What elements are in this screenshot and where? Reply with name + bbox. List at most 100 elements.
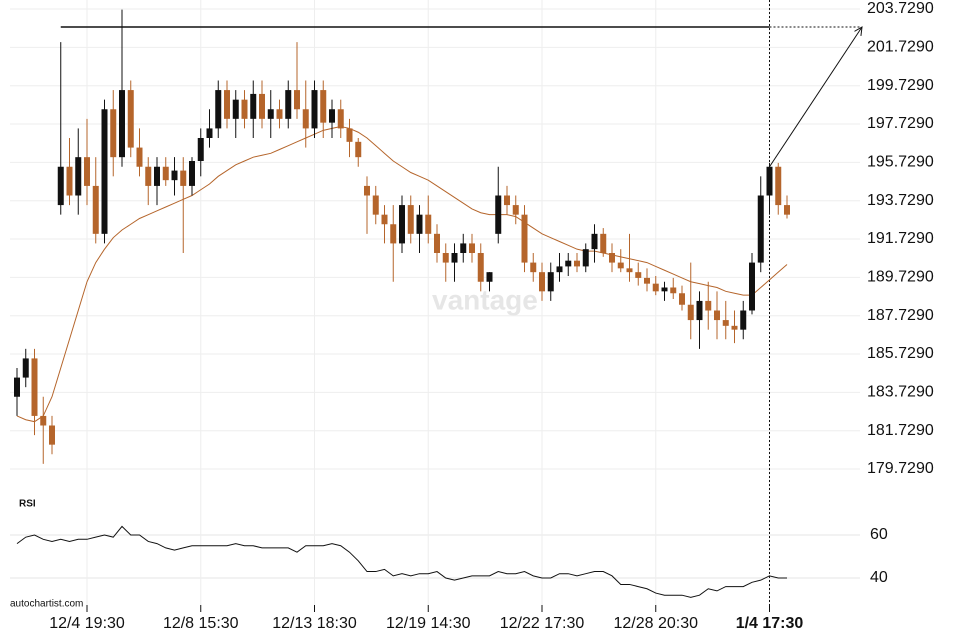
candle-body [267,109,274,119]
candle-body [119,90,125,158]
candle-body [346,128,353,142]
candle-body [679,293,685,305]
candle-body [381,214,388,225]
candle-body [302,109,309,129]
y-tick-label: 179.7290 [867,460,934,477]
candle-body [294,90,300,110]
candle-body [75,157,82,196]
y-tick-label: 191.7290 [867,230,934,247]
candle-body [127,90,134,148]
y-tick-label: 60 [870,526,888,543]
x-tick-label: 12/8 15:30 [163,615,239,632]
candle-body [355,141,362,158]
y-tick-label: 195.7290 [867,154,934,171]
y-tick-label: 201.7290 [867,39,934,56]
candle-body [66,166,73,196]
candle-body [311,90,318,129]
candle-body [49,425,55,445]
y-tick-label: 197.7290 [867,115,934,132]
candle-body [364,185,370,196]
x-tick-label: 12/4 19:30 [49,615,125,632]
candle-body [241,99,248,119]
source: autochartist.com [10,599,83,610]
candle-body [259,93,265,119]
candle-body [512,205,519,215]
candle-body [757,195,764,263]
candle-body [574,260,580,267]
candle-body [486,272,493,282]
candle-body [171,170,178,181]
candle-body [539,272,545,292]
candle-body [722,320,729,326]
rsi-line [16,525,787,598]
candle-body [276,109,283,119]
candle-body [609,253,615,263]
candle-body [442,253,449,263]
y-tick-label: 199.7290 [867,77,934,94]
moving-average [16,125,788,423]
candle-body [652,283,659,292]
candle-body [22,358,29,378]
candle-body [206,128,213,138]
candle-body [372,195,379,215]
candle-body [189,161,195,186]
candle-body [521,214,528,263]
y-tick-label: 203.7290 [867,0,934,17]
y-tick-label: 181.7290 [867,422,934,439]
candle-body [582,249,589,267]
candle-body [101,109,108,234]
candle-body [477,253,484,282]
x-tick-label: 12/13 18:30 [272,615,357,632]
candle-body [635,272,642,278]
candle-body [92,185,99,234]
candle-body [766,166,773,196]
candle-body [14,377,20,397]
candle-body [399,205,405,244]
y-tick-label: 40 [870,569,888,586]
candle-body [495,195,502,234]
candle-body [696,300,703,321]
y-tick-label: 183.7290 [867,384,934,401]
candle-body [154,166,160,186]
candle-body [714,310,720,321]
candle-body [731,325,738,330]
candle-body [530,262,537,273]
candle-body [469,243,475,253]
candle-body [626,268,633,273]
candle-body [565,260,572,267]
candle-body [784,205,790,215]
candle-body [136,147,143,167]
x-tick-label: 12/22 17:30 [500,615,585,632]
candle-body [224,90,230,119]
candle-body [425,214,432,234]
candle-body [320,90,327,123]
candle-body [162,166,169,181]
candle-body [197,138,204,161]
candle-body [390,224,397,244]
candle-body [705,300,712,311]
candle-body [451,253,458,263]
x-tick-label: 12/19 14:30 [386,615,471,632]
candle-body [617,262,624,269]
watermark: vantage [432,284,538,315]
candle-body [329,109,335,123]
candle-body [84,157,90,186]
candle-body [250,93,257,119]
candle-body [670,287,677,294]
candle-body [145,166,152,186]
candle-body [556,266,563,273]
candle-body [337,109,344,129]
candle-body [740,310,747,330]
candle-body [749,262,755,311]
candle-body [31,358,38,416]
candle-body [775,166,782,206]
candle-body [407,205,414,234]
x-tick-label: 12/28 20:30 [613,615,698,632]
x-tick-label: 1/4 17:30 [736,615,804,632]
candle-body [57,166,64,206]
y-tick-label: 193.7290 [867,192,934,209]
rsi-label: RSI [19,499,36,510]
candle-body [600,233,607,253]
candle-body [285,90,292,119]
